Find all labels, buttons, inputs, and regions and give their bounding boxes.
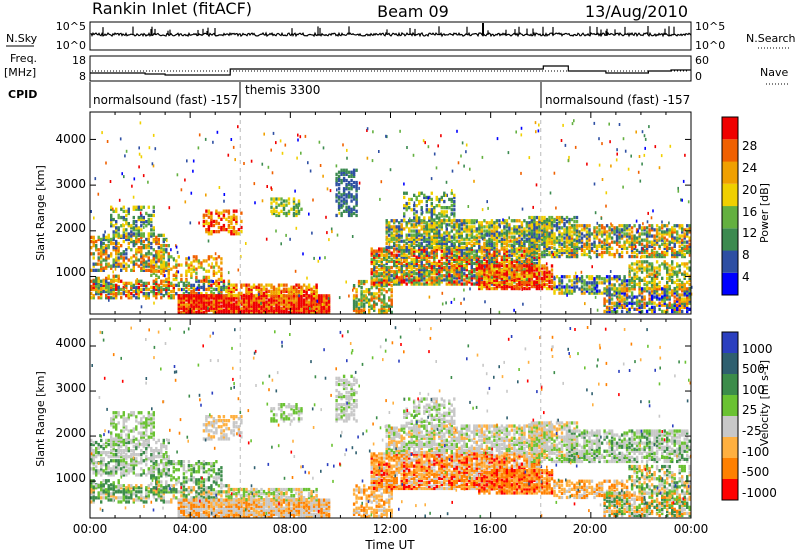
cpid-segment-1: normalsound (fast) -157 bbox=[93, 93, 238, 107]
power-cbar-tick-4: 4 bbox=[742, 270, 750, 284]
xlabel: Time UT bbox=[364, 538, 415, 552]
xtick-2000: 20:00 bbox=[573, 522, 608, 536]
velocity-ytick-1000: 1000 bbox=[55, 471, 86, 485]
vel-cbar-tick-minus1000: -1000 bbox=[742, 486, 777, 500]
vel-cbar-tick-500: 500 bbox=[742, 362, 765, 376]
nave-label: Nave bbox=[760, 66, 788, 79]
xtick-1200: 12:00 bbox=[373, 522, 408, 536]
vel-cbar-tick-minus25: -25 bbox=[742, 424, 762, 438]
freq-tick-high: 18 bbox=[72, 54, 86, 67]
power-colorbar-label: Power [dB] bbox=[758, 183, 771, 243]
freq-trace bbox=[90, 66, 691, 75]
station-title: Rankin Inlet (fitACF) bbox=[92, 0, 252, 18]
xtick-0000: 00:00 bbox=[73, 522, 108, 536]
beam-title: Beam 09 bbox=[377, 2, 449, 21]
power-panel-frame bbox=[90, 112, 691, 314]
xtick-1600: 16:00 bbox=[473, 522, 508, 536]
freq-label: Freq. bbox=[10, 52, 37, 65]
nsearch-tick-low: 10^0 bbox=[695, 39, 725, 52]
power-cbar-tick-12: 12 bbox=[742, 226, 757, 240]
xtick-0400: 04:00 bbox=[173, 522, 208, 536]
cpid-segment-3: normalsound (fast) -157 bbox=[545, 93, 690, 107]
nsky-tick-high: 10^5 bbox=[56, 20, 86, 33]
power-cbar-tick-24: 24 bbox=[742, 161, 757, 175]
power-ytick-2000: 2000 bbox=[55, 221, 86, 235]
date-title: 13/Aug/2010 bbox=[585, 2, 688, 21]
xtick-0800: 08:00 bbox=[273, 522, 308, 536]
freq-tick-low: 8 bbox=[79, 70, 86, 83]
cpid-segment-2: themis 3300 bbox=[245, 83, 320, 97]
cpid-label: CPID bbox=[8, 88, 37, 101]
freq-unit-label: [MHz] bbox=[4, 66, 36, 79]
power-cbar-tick-28: 28 bbox=[742, 139, 757, 153]
power-ytick-1000: 1000 bbox=[55, 265, 86, 279]
power-axes bbox=[90, 112, 691, 314]
nsearch-label: N.Search bbox=[746, 32, 796, 45]
nave-tick-high: 60 bbox=[695, 54, 709, 67]
vel-cbar-tick-minus100: -100 bbox=[742, 445, 769, 459]
power-colorbar bbox=[722, 117, 738, 295]
power-ylabel: Slant Range [km] bbox=[34, 165, 47, 261]
vel-cbar-tick-25: 25 bbox=[742, 403, 757, 417]
nsky-label: N.Sky bbox=[6, 32, 38, 45]
velocity-ylabel: Slant Range [km] bbox=[34, 371, 47, 467]
velocity-ytick-4000: 4000 bbox=[55, 336, 86, 350]
nsky-tick-low: 10^0 bbox=[56, 39, 86, 52]
vel-cbar-tick-100: 100 bbox=[742, 383, 765, 397]
power-cbar-tick-20: 20 bbox=[742, 183, 757, 197]
xtick-2400: 00:00 bbox=[674, 522, 709, 536]
velocity-heatmap bbox=[90, 319, 692, 518]
velocity-ytick-3000: 3000 bbox=[55, 381, 86, 395]
power-cbar-tick-16: 16 bbox=[742, 205, 757, 219]
nsearch-tick-high: 10^5 bbox=[695, 20, 725, 33]
vel-cbar-tick-1000: 1000 bbox=[742, 342, 773, 356]
nave-tick-low: 0 bbox=[695, 70, 702, 83]
velocity-ytick-2000: 2000 bbox=[55, 426, 86, 440]
velocity-colorbar bbox=[722, 332, 738, 500]
power-ytick-4000: 4000 bbox=[55, 132, 86, 146]
nsky-trace bbox=[91, 23, 691, 36]
power-ytick-3000: 3000 bbox=[55, 177, 86, 191]
vel-cbar-tick-minus500: -500 bbox=[742, 465, 769, 479]
power-heatmap bbox=[90, 112, 693, 314]
power-cbar-tick-8: 8 bbox=[742, 248, 750, 262]
